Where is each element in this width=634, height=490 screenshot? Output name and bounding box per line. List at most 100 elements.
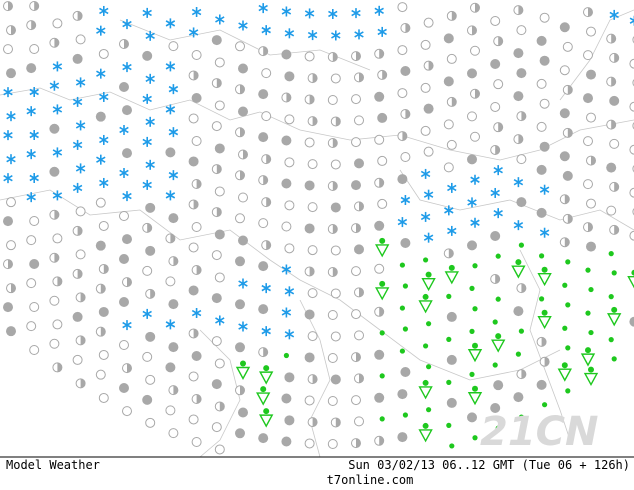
clear-symbol (606, 205, 617, 216)
overcast-symbol (238, 63, 248, 74)
clear-symbol (539, 98, 550, 109)
clear-symbol (168, 41, 179, 52)
shower-symbol (537, 309, 552, 330)
partly-cloudy-symbol (379, 307, 384, 317)
rain-symbol (469, 285, 475, 291)
clear-symbol (307, 331, 318, 342)
partly-cloudy-symbol (193, 328, 199, 338)
snow-symbol (49, 80, 60, 91)
partly-cloudy-symbol (498, 122, 503, 132)
snow-stroke (447, 184, 457, 192)
snow-stroke (3, 88, 13, 96)
clear-symbol (191, 222, 202, 233)
snow-stroke (52, 106, 63, 113)
rain-symbol (379, 373, 385, 379)
overcast-symbol (467, 412, 477, 423)
snow-symbol (513, 177, 524, 188)
partly-cloudy-symbol (173, 256, 178, 266)
snow-symbol (26, 149, 36, 160)
clear-symbol (261, 111, 272, 122)
partly-cloudy-symbol (266, 240, 271, 250)
snow-stroke (142, 310, 152, 318)
clear-symbol (29, 216, 40, 227)
clear-symbol (188, 242, 199, 253)
snow-stroke (238, 323, 248, 330)
partly-cloudy-symbol (521, 111, 526, 121)
snow-symbol (165, 61, 176, 72)
shower-symbol (511, 259, 526, 279)
shower-triangle (418, 386, 433, 400)
snow-stroke (119, 169, 129, 177)
snow-stroke (281, 8, 292, 15)
partly-cloudy-symbol (518, 5, 523, 15)
partly-cloudy-symbol (80, 292, 86, 302)
snow-symbol (72, 96, 83, 107)
clear-symbol (145, 374, 156, 385)
overcast-symbol (165, 362, 176, 373)
overcast-symbol (235, 256, 245, 267)
snow-symbol (145, 73, 155, 84)
partly-cloudy-symbol (173, 385, 178, 395)
shower-symbol (557, 362, 572, 382)
partly-cloudy-symbol (591, 156, 596, 166)
shower-symbol (259, 408, 274, 428)
shower-symbol (627, 269, 634, 289)
snow-stroke (145, 161, 155, 169)
clear-symbol (238, 192, 248, 203)
rain-symbol (399, 262, 405, 268)
clear-symbol (122, 406, 132, 417)
partly-cloudy-symbol (332, 224, 338, 234)
partly-cloudy-symbol (405, 23, 410, 33)
overcast-symbol (374, 220, 385, 231)
overcast-symbol (235, 428, 245, 439)
shower-triangle (537, 316, 552, 330)
partly-cloudy-symbol (263, 46, 268, 56)
snow-stroke (238, 22, 248, 29)
snow-stroke (284, 331, 295, 338)
clear-symbol (235, 213, 245, 224)
shower-dot (448, 264, 455, 271)
snow-symbol (444, 205, 454, 216)
clear-symbol (191, 50, 202, 61)
snow-stroke (75, 122, 86, 129)
clear-symbol (586, 112, 596, 123)
partly-cloudy-symbol (379, 436, 384, 446)
overcast-symbol (284, 415, 295, 426)
overcast-symbol (397, 432, 408, 443)
partly-cloudy-symbol (379, 49, 384, 59)
clear-symbol (214, 272, 225, 283)
snow-symbol (26, 106, 36, 117)
snow-stroke (29, 88, 39, 96)
overcast-symbol (304, 352, 315, 363)
shower-dot (588, 366, 594, 373)
snow-stroke (52, 63, 63, 70)
shower-symbol (375, 237, 390, 258)
snow-symbol (165, 319, 176, 330)
overcast-symbol (98, 306, 109, 317)
overcast-symbol (586, 241, 596, 252)
rain-symbol (608, 294, 614, 300)
overcast-symbol (168, 213, 179, 224)
shower-triangle (580, 353, 596, 367)
rain-symbol (283, 352, 289, 359)
overcast-symbol (516, 197, 527, 208)
overcast-symbol (443, 33, 454, 44)
snow-symbol (284, 28, 295, 39)
snow-symbol (328, 8, 338, 19)
snow-symbol (72, 139, 83, 150)
snow-stroke (119, 126, 129, 134)
snow-stroke (281, 309, 292, 316)
overcast-symbol (467, 154, 477, 165)
shower-dot (379, 237, 386, 244)
clear-symbol (95, 197, 106, 208)
clear-symbol (75, 249, 86, 260)
snow-symbol (29, 87, 39, 98)
overcast-symbol (284, 372, 295, 383)
overcast-symbol (165, 147, 176, 158)
partly-cloudy-symbol (147, 223, 152, 233)
shower-dot (425, 271, 432, 278)
snow-stroke (284, 288, 295, 295)
shower-triangle (259, 371, 274, 385)
snow-symbol (145, 159, 155, 170)
partly-cloudy-symbol (614, 53, 619, 63)
